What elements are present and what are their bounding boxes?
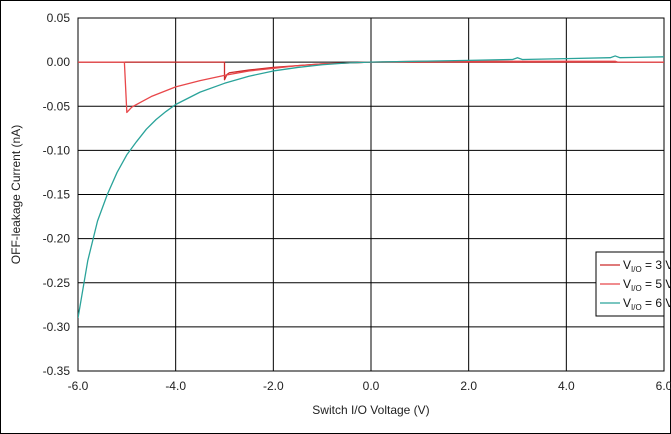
y-tick-label: 0.05 [47,11,71,25]
legend-label-value: = 3 V [642,258,671,272]
y-tick-label: -0.25 [43,276,71,290]
x-axis-title: Switch I/O Voltage (V) [312,403,429,417]
x-tick-label: 0.0 [363,379,380,393]
legend-label-subscript: I/O [631,303,642,312]
legend-label-2: VI/O = 5 V [623,277,671,293]
legend-label-main: V [623,258,631,272]
y-tick-label: -0.35 [43,364,71,378]
series-line-3 [78,55,664,319]
legend-label-main: V [623,296,631,310]
y-tick-label: -0.20 [43,232,71,246]
x-tick-label: -6.0 [68,379,89,393]
legend-label-subscript: I/O [631,265,642,274]
x-tick-label: -4.0 [165,379,186,393]
legend-label-1: VI/O = 3 V [623,258,671,274]
x-tick-label: 6.0 [656,379,671,393]
x-tick-label: 4.0 [558,379,575,393]
legend-label-main: V [623,277,631,291]
legend-label-subscript: I/O [631,284,642,293]
y-axis-title: OFF-leakage Current (nA) [9,125,23,264]
series-group [78,55,664,319]
legend-label-value: = 6 V [642,296,671,310]
y-tick-label: -0.05 [43,99,71,113]
legend-label-value: = 5 V [642,277,671,291]
y-tick-label: -0.30 [43,320,71,334]
y-tick-label: 0.00 [47,55,71,69]
y-tick-label: -0.15 [43,188,71,202]
series-line-2 [78,60,664,114]
legend-label-3: VI/O = 6 V [623,296,671,312]
y-tick-label: -0.10 [43,143,71,157]
x-tick-label: -2.0 [263,379,284,393]
plot-border [77,17,665,372]
legend: VI/O = 3 VVI/O = 5 VVI/O = 6 V [595,251,671,317]
x-tick-label: 2.0 [460,379,477,393]
